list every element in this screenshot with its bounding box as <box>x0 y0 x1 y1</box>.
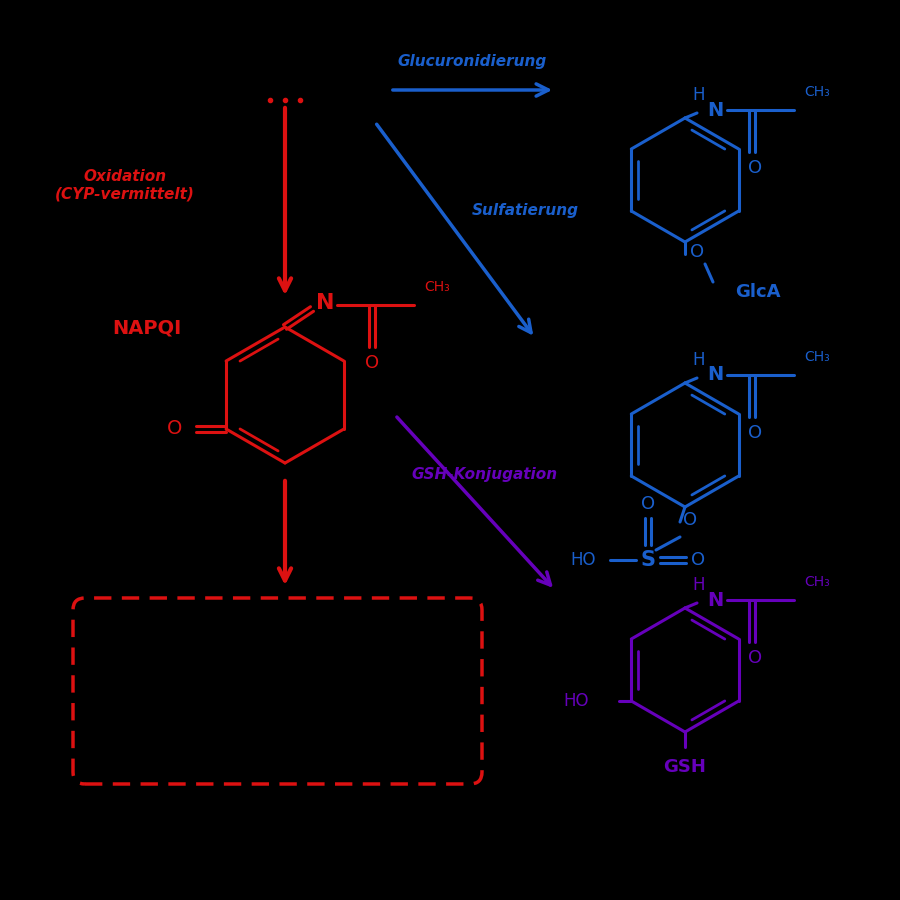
Text: O: O <box>691 551 705 569</box>
Text: O: O <box>166 419 182 438</box>
Text: O: O <box>748 159 762 177</box>
Text: HO: HO <box>571 551 596 569</box>
Text: H: H <box>693 576 706 594</box>
Text: GSH: GSH <box>663 758 706 776</box>
Text: CH₃: CH₃ <box>424 280 450 294</box>
Text: O: O <box>748 424 762 442</box>
Text: N: N <box>316 293 334 313</box>
Text: GSH-Konjugation: GSH-Konjugation <box>412 467 558 482</box>
Text: N: N <box>706 365 723 384</box>
Text: N: N <box>706 590 723 609</box>
Text: NAPQI: NAPQI <box>112 319 181 338</box>
Text: O: O <box>690 243 704 261</box>
Text: Glucuronidierung: Glucuronidierung <box>398 55 546 69</box>
Text: O: O <box>364 354 379 372</box>
Text: HO: HO <box>563 692 590 710</box>
Text: H: H <box>693 86 706 104</box>
Text: N: N <box>706 101 723 120</box>
Text: CH₃: CH₃ <box>804 85 830 99</box>
Text: O: O <box>683 511 698 529</box>
Text: O: O <box>748 649 762 667</box>
Text: CH₃: CH₃ <box>804 350 830 364</box>
Text: S: S <box>641 550 655 570</box>
Text: Sulfatierung: Sulfatierung <box>472 202 579 218</box>
Text: Oxidation
(CYP-vermittelt): Oxidation (CYP-vermittelt) <box>55 169 195 202</box>
Text: H: H <box>693 351 706 369</box>
Text: O: O <box>641 495 655 513</box>
Text: CH₃: CH₃ <box>804 575 830 589</box>
Text: GlcA: GlcA <box>735 283 780 301</box>
